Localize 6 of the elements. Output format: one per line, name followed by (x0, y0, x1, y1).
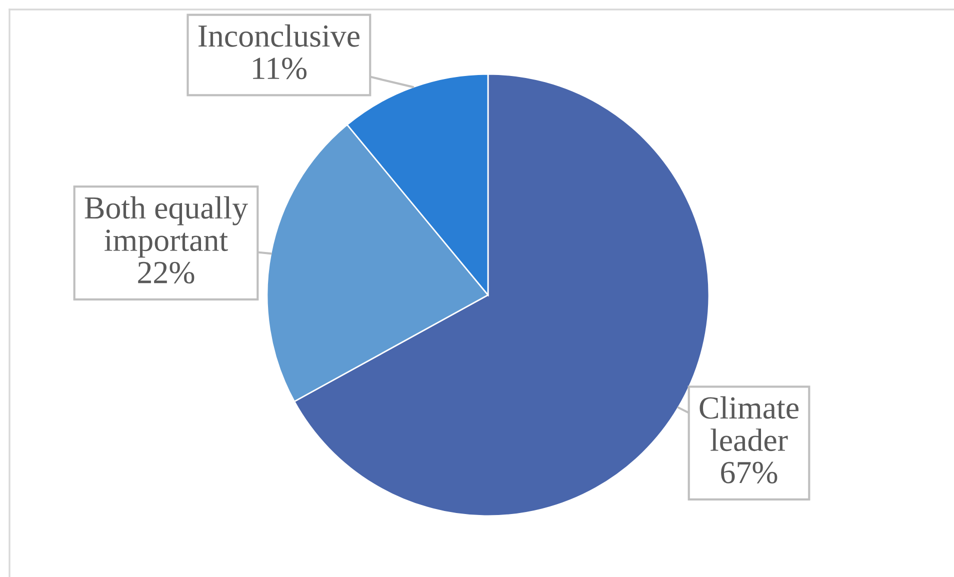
slice-label: Climate leader (700, 396, 798, 452)
slice-label: Both equally important (84, 196, 248, 258)
slice-label: Inconclusive (198, 24, 360, 47)
data-label: 11% (253, 58, 307, 80)
data-label: 22% (138, 262, 194, 284)
data-label: 67% (721, 462, 778, 484)
